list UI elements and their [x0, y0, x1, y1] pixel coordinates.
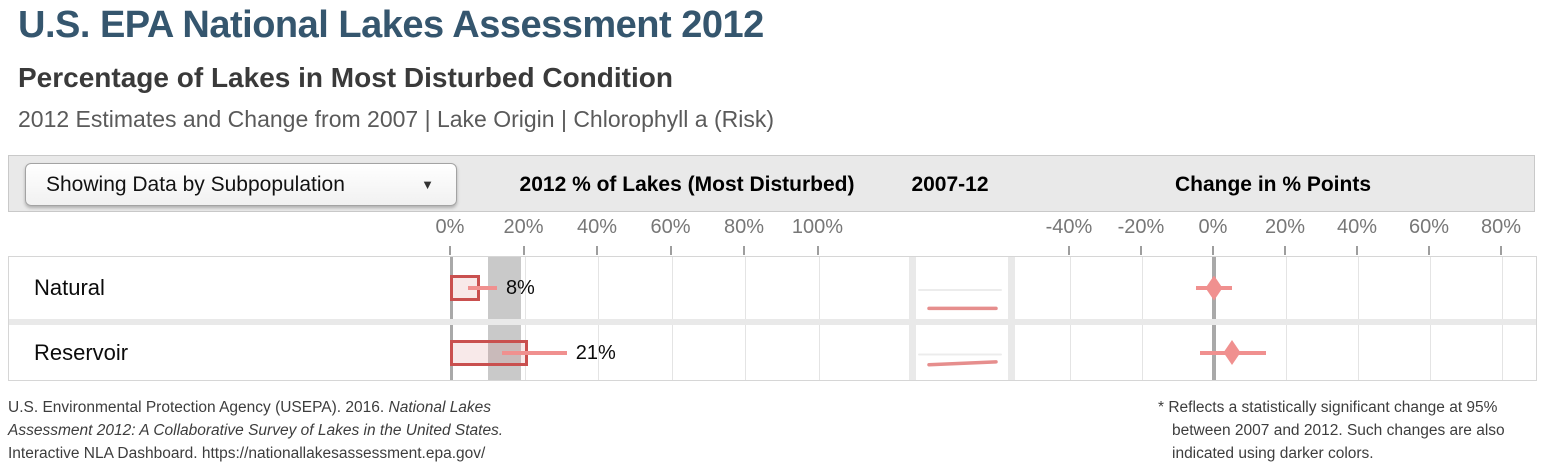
axis-tick-mark: [816, 246, 819, 255]
zero-axis-line-change: [1212, 257, 1216, 380]
column-separator: [1008, 257, 1015, 380]
footnote-line: between 2007 and 2012. Such changes are …: [1172, 422, 1505, 439]
citation-segment: Assessment 2012: A Collaborative Survey …: [8, 422, 504, 439]
gridline: [1502, 257, 1503, 380]
value-label: 8%: [505, 277, 535, 299]
chart-rows-area: Natural 8% Reservoir 21%: [8, 256, 1537, 381]
citation-segment: Interactive NLA Dashboard. https://natio…: [8, 445, 486, 462]
axis-tick-label: 60%: [1408, 216, 1450, 238]
trend-sparkline[interactable]: [916, 257, 1008, 319]
confidence-interval-bar[interactable]: [502, 350, 567, 355]
row-label[interactable]: Reservoir: [34, 339, 129, 365]
confidence-interval-bar[interactable]: [467, 286, 497, 290]
column-header-change: Change in % Points: [1174, 173, 1371, 196]
axis-tick-label: 20%: [1264, 216, 1306, 238]
axis-tick-label: 0%: [435, 216, 465, 238]
caret-down-icon: ▼: [421, 177, 434, 192]
axis-tick-mark: [1140, 246, 1142, 255]
subpopulation-dropdown-button[interactable]: Showing Data by Subpopulation ▼: [25, 163, 457, 206]
subpopulation-dropdown-label: Showing Data by Subpopulation: [46, 172, 345, 196]
gridline: [1142, 257, 1143, 380]
axis-tick-mark: [1500, 246, 1502, 255]
gridline: [1358, 257, 1359, 380]
change-diamond-marker[interactable]: [1223, 340, 1241, 365]
gridline: [1070, 257, 1071, 380]
value-label: 21%: [575, 341, 616, 364]
column-header-2007-12: 2007-12: [911, 173, 989, 196]
axis-tick-label: 100%: [791, 216, 844, 238]
change-diamond-marker[interactable]: [1205, 275, 1223, 301]
column-separator: [909, 257, 916, 380]
gridline: [671, 257, 673, 380]
citation-line: U.S. Environmental Protection Agency (US…: [8, 396, 568, 419]
row-separator: [9, 319, 1536, 325]
axis-tick-mark: [449, 246, 451, 255]
footnote-line: indicated using darker colors.: [1172, 445, 1374, 462]
gridline: [598, 257, 599, 380]
gridline: [1286, 257, 1287, 380]
page-subtitle: Percentage of Lakes in Most Disturbed Co…: [18, 62, 673, 93]
citation-line: Assessment 2012: A Collaborative Survey …: [8, 419, 568, 442]
axis-tick-mark: [522, 246, 525, 255]
citation-segment: U.S. Environmental Protection Agency (US…: [8, 399, 389, 416]
row-label[interactable]: Natural: [34, 275, 105, 300]
axis-tick-mark: [743, 246, 745, 255]
citation-segment: National Lakes: [388, 399, 492, 416]
axis-tick-label: -40%: [1045, 216, 1093, 238]
gridline: [524, 257, 526, 380]
citation-line: Interactive NLA Dashboard. https://natio…: [8, 442, 568, 465]
axis-tick-mark: [1356, 246, 1358, 255]
axis-tick-label: 40%: [576, 216, 618, 238]
citation-text: U.S. Environmental Protection Agency (US…: [8, 396, 568, 465]
column-header-2012-pct: 2012 % of Lakes (Most Disturbed): [519, 173, 855, 196]
sparkline-trend-line: [927, 360, 998, 367]
axis-tick-label: 80%: [1480, 216, 1522, 238]
axis-tick-mark: [1428, 246, 1430, 255]
axis-tick-label: -20%: [1117, 216, 1165, 238]
significance-footnote: * Reflects a statistically significant c…: [1158, 396, 1538, 465]
footnote-line: * Reflects a statistically significant c…: [1158, 399, 1498, 416]
page-descriptor: 2012 Estimates and Change from 2007 | La…: [18, 106, 774, 132]
gridline: [818, 257, 820, 380]
zero-axis-line-2012: [450, 257, 453, 380]
trend-sparkline[interactable]: [916, 325, 1008, 380]
page-title: U.S. EPA National Lakes Assessment 2012: [18, 4, 764, 46]
axis-tick-mark: [596, 246, 598, 255]
axis-tick-mark: [1284, 246, 1286, 255]
gridline: [1430, 257, 1431, 380]
axis-tick-mark: [669, 246, 672, 255]
axis-tick-mark: [1068, 246, 1070, 255]
axis-tick-label: 20%: [503, 216, 544, 238]
axis-tick-label: 40%: [1336, 216, 1378, 238]
axis-tick-label: 60%: [650, 216, 691, 238]
axis-tick-label: 0%: [1198, 216, 1228, 238]
national-reference-band: [487, 257, 521, 380]
axis-tick-mark: [1212, 246, 1214, 255]
toolbar: Showing Data by Subpopulation ▼ 2012 % o…: [8, 155, 1535, 212]
axis-tick-label: 80%: [723, 216, 765, 238]
axis-tick-area: 0% 20% 40% 60% 80% 100% -40% -20% 0% 20% 40% 60% 80%: [0, 212, 1544, 256]
gridline: [745, 257, 746, 380]
